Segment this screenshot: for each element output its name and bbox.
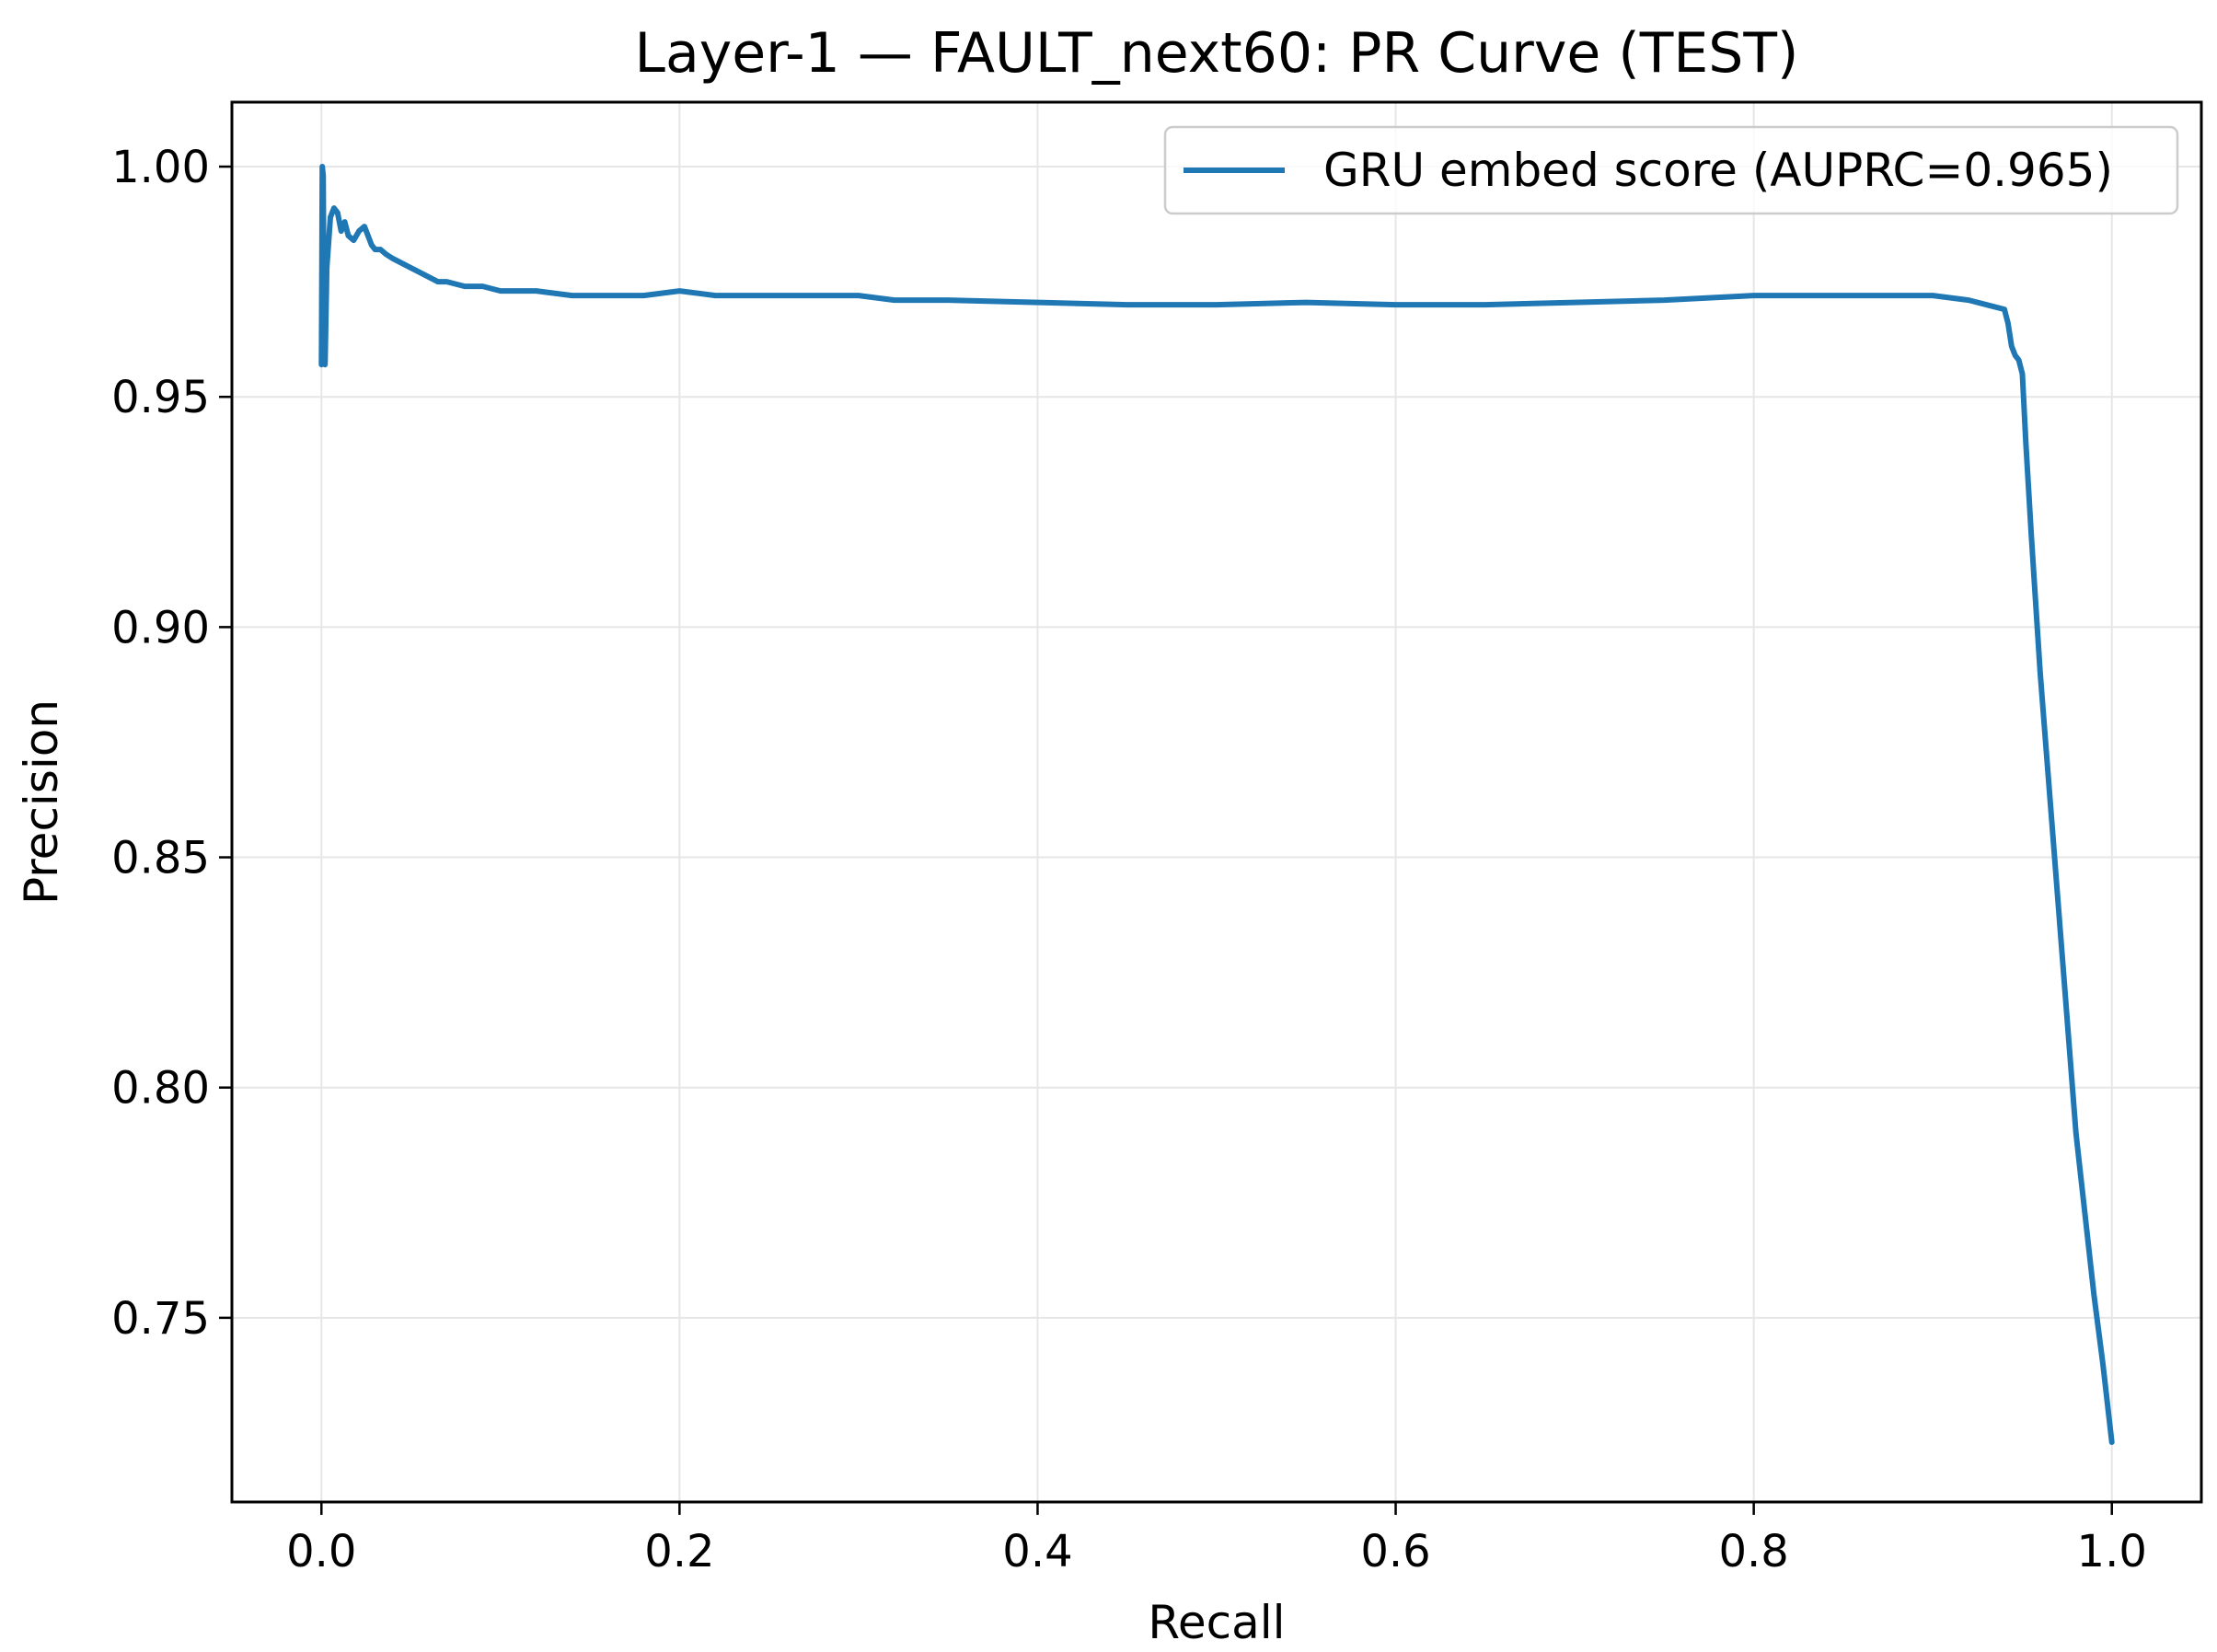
y-tick-label-3: 0.90	[111, 602, 210, 653]
series-layer	[318, 164, 2115, 1445]
y-tick-label-0: 0.75	[111, 1293, 210, 1345]
y-axis-label: Precision	[15, 699, 68, 905]
x-tick-label-4: 0.8	[1718, 1526, 1788, 1577]
y-tick-label-1: 0.80	[111, 1063, 210, 1115]
grid	[232, 102, 2201, 1502]
chart-title: Layer-1 — FAULT_next60: PR Curve (TEST)	[635, 21, 1799, 86]
legend: GRU embed score (AUPRC=0.965)	[1163, 125, 2179, 215]
legend-box	[1163, 125, 2179, 215]
legend-entry-gru: GRU embed score (AUPRC=0.965)	[1323, 144, 2113, 197]
x-axis-label: Recall	[1148, 1596, 1285, 1649]
x-tick-label-0: 0.0	[286, 1526, 356, 1577]
x-tick-label-5: 1.0	[2077, 1526, 2147, 1577]
y-tick-label-2: 0.85	[111, 833, 210, 884]
y-tick-label-4: 0.95	[111, 372, 210, 423]
x-tick-label-1: 0.2	[644, 1526, 714, 1577]
y-tick-label-5: 1.00	[111, 142, 210, 193]
x-tick-label-3: 0.6	[1360, 1526, 1430, 1577]
x-axis-ticks: 0.0 0.2 0.4 0.6 0.8 1.0	[286, 1502, 2147, 1577]
x-tick-label-2: 0.4	[1002, 1526, 1072, 1577]
plot-frame	[230, 100, 2203, 1504]
series-line-0	[318, 164, 2115, 1445]
y-axis-ticks: 0.75 0.80 0.85 0.90 0.95 1.00	[111, 142, 232, 1345]
